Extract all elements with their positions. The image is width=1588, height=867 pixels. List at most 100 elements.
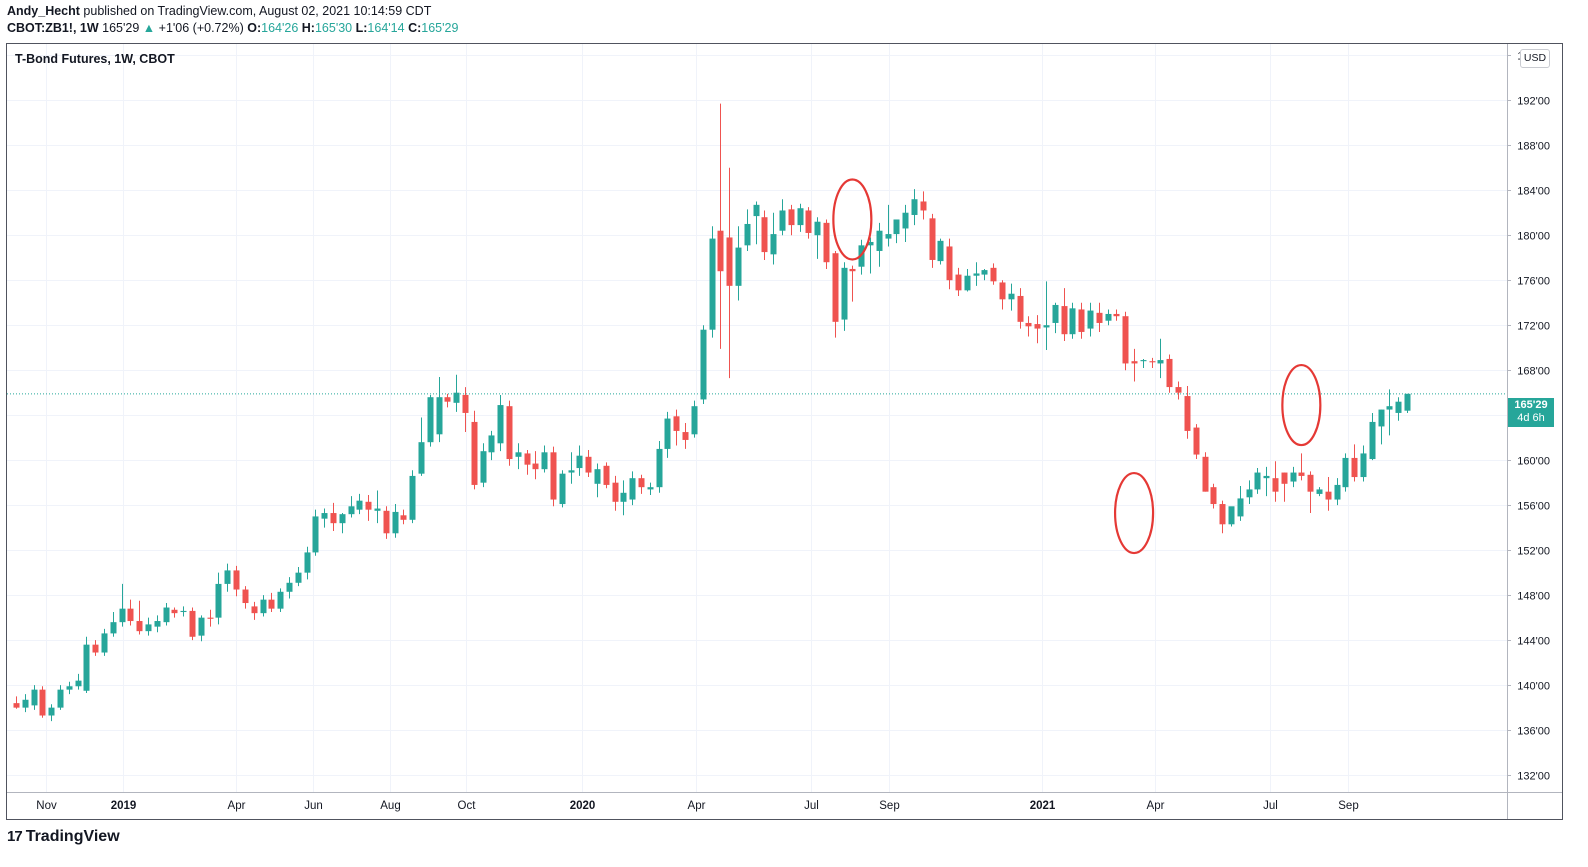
candle-body: [524, 453, 531, 465]
open-label: O:: [247, 21, 262, 35]
time-tick-label: Jul: [1263, 800, 1278, 812]
candle-body: [1272, 478, 1279, 492]
price-tick-label: 184'00: [1517, 186, 1550, 198]
close-value: 165'29: [421, 21, 459, 35]
candle-body: [753, 204, 760, 217]
candle-body: [1140, 360, 1147, 362]
candle-body: [893, 219, 900, 235]
candle-body: [251, 606, 258, 614]
candle-body: [937, 240, 944, 262]
candle-body: [1113, 313, 1120, 317]
candle-body: [990, 267, 997, 282]
candle-body: [127, 608, 134, 622]
candle-body: [1008, 293, 1015, 300]
candle-body: [726, 237, 733, 286]
candle-body: [999, 282, 1006, 300]
candle-body: [682, 432, 689, 440]
price-tick-label: 176'00: [1517, 276, 1550, 288]
candle-body: [770, 234, 777, 255]
candle-body: [849, 268, 856, 272]
time-tick-label: Sep: [879, 800, 899, 812]
candle-body: [304, 552, 311, 573]
annotation-circle: [1113, 471, 1155, 555]
candle-body: [1025, 322, 1032, 327]
candle-body: [541, 452, 548, 470]
candle-body: [1184, 396, 1191, 431]
candle-body: [946, 246, 953, 281]
time-tick-label: Aug: [380, 800, 400, 812]
chart-title: T-Bond Futures, 1W, CBOT: [15, 52, 175, 66]
candle-body: [981, 270, 988, 275]
candle-body: [497, 405, 504, 444]
candle-body: [929, 218, 936, 260]
candle-body: [233, 570, 240, 590]
price-tick-label: 152'00: [1517, 546, 1550, 558]
candle-body: [1061, 306, 1068, 335]
candle-body: [22, 699, 29, 708]
price-tick-label: 168'00: [1517, 366, 1550, 378]
author-name[interactable]: Andy_Hecht: [7, 4, 80, 18]
candle-body: [171, 609, 178, 614]
candle-body: [57, 689, 64, 708]
chart-frame: [6, 43, 1563, 820]
high-value: 165'30: [314, 21, 353, 35]
candle-body: [1228, 506, 1235, 525]
price-tick-label: 188'00: [1517, 141, 1550, 153]
candle-body: [462, 394, 469, 413]
price-tick-label: 192'00: [1517, 96, 1550, 108]
time-tick-label: 2020: [570, 800, 596, 812]
candle-body: [638, 478, 645, 488]
change-up-icon: ▲: [142, 21, 156, 35]
candle-body: [559, 473, 566, 505]
candle-body: [31, 689, 38, 706]
candle-body: [198, 617, 205, 636]
candles: [13, 103, 1411, 722]
candle-body: [1254, 472, 1261, 490]
candle-body: [66, 686, 73, 690]
candle-body: [1210, 487, 1217, 505]
currency-button[interactable]: USD: [1520, 49, 1550, 68]
candle-body: [1219, 504, 1226, 525]
candle-body: [911, 199, 918, 215]
time-tick-label: 2021: [1030, 800, 1056, 812]
annotation-circle: [832, 178, 873, 261]
candle-body: [1395, 401, 1402, 413]
candle-body: [1237, 498, 1244, 517]
candle-body: [1096, 312, 1103, 323]
price-tick-label: 180'00: [1517, 231, 1550, 243]
candle-body: [788, 209, 795, 226]
candle-body: [717, 230, 724, 272]
candle-body: [400, 515, 407, 520]
time-tick-label: Jul: [804, 800, 819, 812]
candle-body: [1017, 295, 1024, 322]
candle-body: [471, 421, 478, 485]
candle-body: [119, 608, 126, 623]
candle-body: [136, 621, 143, 632]
candle-body: [1193, 427, 1200, 455]
candle-body: [841, 267, 848, 320]
candle-body: [797, 208, 804, 226]
candle-body: [365, 501, 372, 510]
candle-body: [885, 234, 892, 239]
candle-body: [1202, 456, 1209, 492]
candle-body: [480, 451, 487, 483]
candle-body: [673, 416, 680, 431]
candle-body: [664, 418, 671, 449]
time-tick-label: 2019: [111, 800, 137, 812]
candle-body: [594, 469, 601, 484]
candle-body: [876, 230, 883, 251]
candle-body: [1263, 475, 1270, 479]
candle-body: [418, 442, 425, 474]
candle-body: [964, 275, 971, 291]
time-axis[interactable]: Nov 2019 Apr Jun Aug Oct 2020 Apr Jul Sep 2021 Apr J…: [36, 800, 1358, 812]
candle-body: [585, 456, 592, 473]
publish-info: Andy_Hecht published on TradingView.com,…: [7, 4, 431, 18]
candle-body: [506, 406, 513, 460]
candle-body: [348, 506, 355, 515]
candle-body: [1157, 360, 1164, 364]
candle-body: [1386, 406, 1393, 410]
tradingview-logo[interactable]: 17 TradingView: [7, 828, 120, 846]
candle-body: [374, 508, 381, 511]
logo-text: TradingView: [25, 828, 120, 845]
